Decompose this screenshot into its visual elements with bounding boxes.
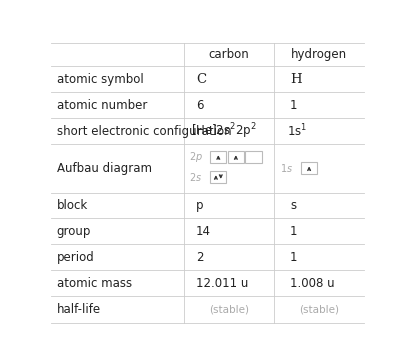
- Text: $\mathregular{1s^1}$: $\mathregular{1s^1}$: [287, 123, 307, 139]
- Text: $\mathregular{[He]2s^22p^2}$: $\mathregular{[He]2s^22p^2}$: [191, 121, 257, 141]
- Text: hydrogen: hydrogen: [291, 48, 347, 61]
- Text: C: C: [196, 73, 206, 86]
- Text: 1: 1: [290, 225, 297, 238]
- Text: 1: 1: [290, 99, 297, 112]
- Bar: [228, 151, 244, 163]
- Text: 1.008 u: 1.008 u: [290, 277, 335, 290]
- Text: $1s$: $1s$: [280, 162, 293, 174]
- Text: (stable): (stable): [209, 304, 249, 314]
- Text: block: block: [57, 199, 88, 212]
- Text: $2s$: $2s$: [189, 171, 202, 183]
- Text: Aufbau diagram: Aufbau diagram: [57, 162, 152, 175]
- Text: short electronic configuration: short electronic configuration: [57, 125, 231, 138]
- Text: 6: 6: [196, 99, 204, 112]
- Text: carbon: carbon: [208, 48, 249, 61]
- Text: 1: 1: [290, 251, 297, 264]
- Text: H: H: [290, 73, 302, 86]
- Text: $2p$: $2p$: [189, 150, 203, 164]
- Text: 14: 14: [196, 225, 211, 238]
- Text: group: group: [57, 225, 91, 238]
- Text: atomic number: atomic number: [57, 99, 147, 112]
- Text: half-life: half-life: [57, 303, 101, 316]
- Text: period: period: [57, 251, 95, 264]
- Text: atomic mass: atomic mass: [57, 277, 132, 290]
- Text: 12.011 u: 12.011 u: [196, 277, 248, 290]
- Text: 2: 2: [196, 251, 204, 264]
- Text: (stable): (stable): [299, 304, 339, 314]
- Text: p: p: [196, 199, 204, 212]
- Bar: [210, 151, 227, 163]
- Text: atomic symbol: atomic symbol: [57, 73, 143, 86]
- Bar: [210, 171, 227, 183]
- Bar: [245, 151, 261, 163]
- Bar: [301, 162, 317, 174]
- Text: s: s: [290, 199, 296, 212]
